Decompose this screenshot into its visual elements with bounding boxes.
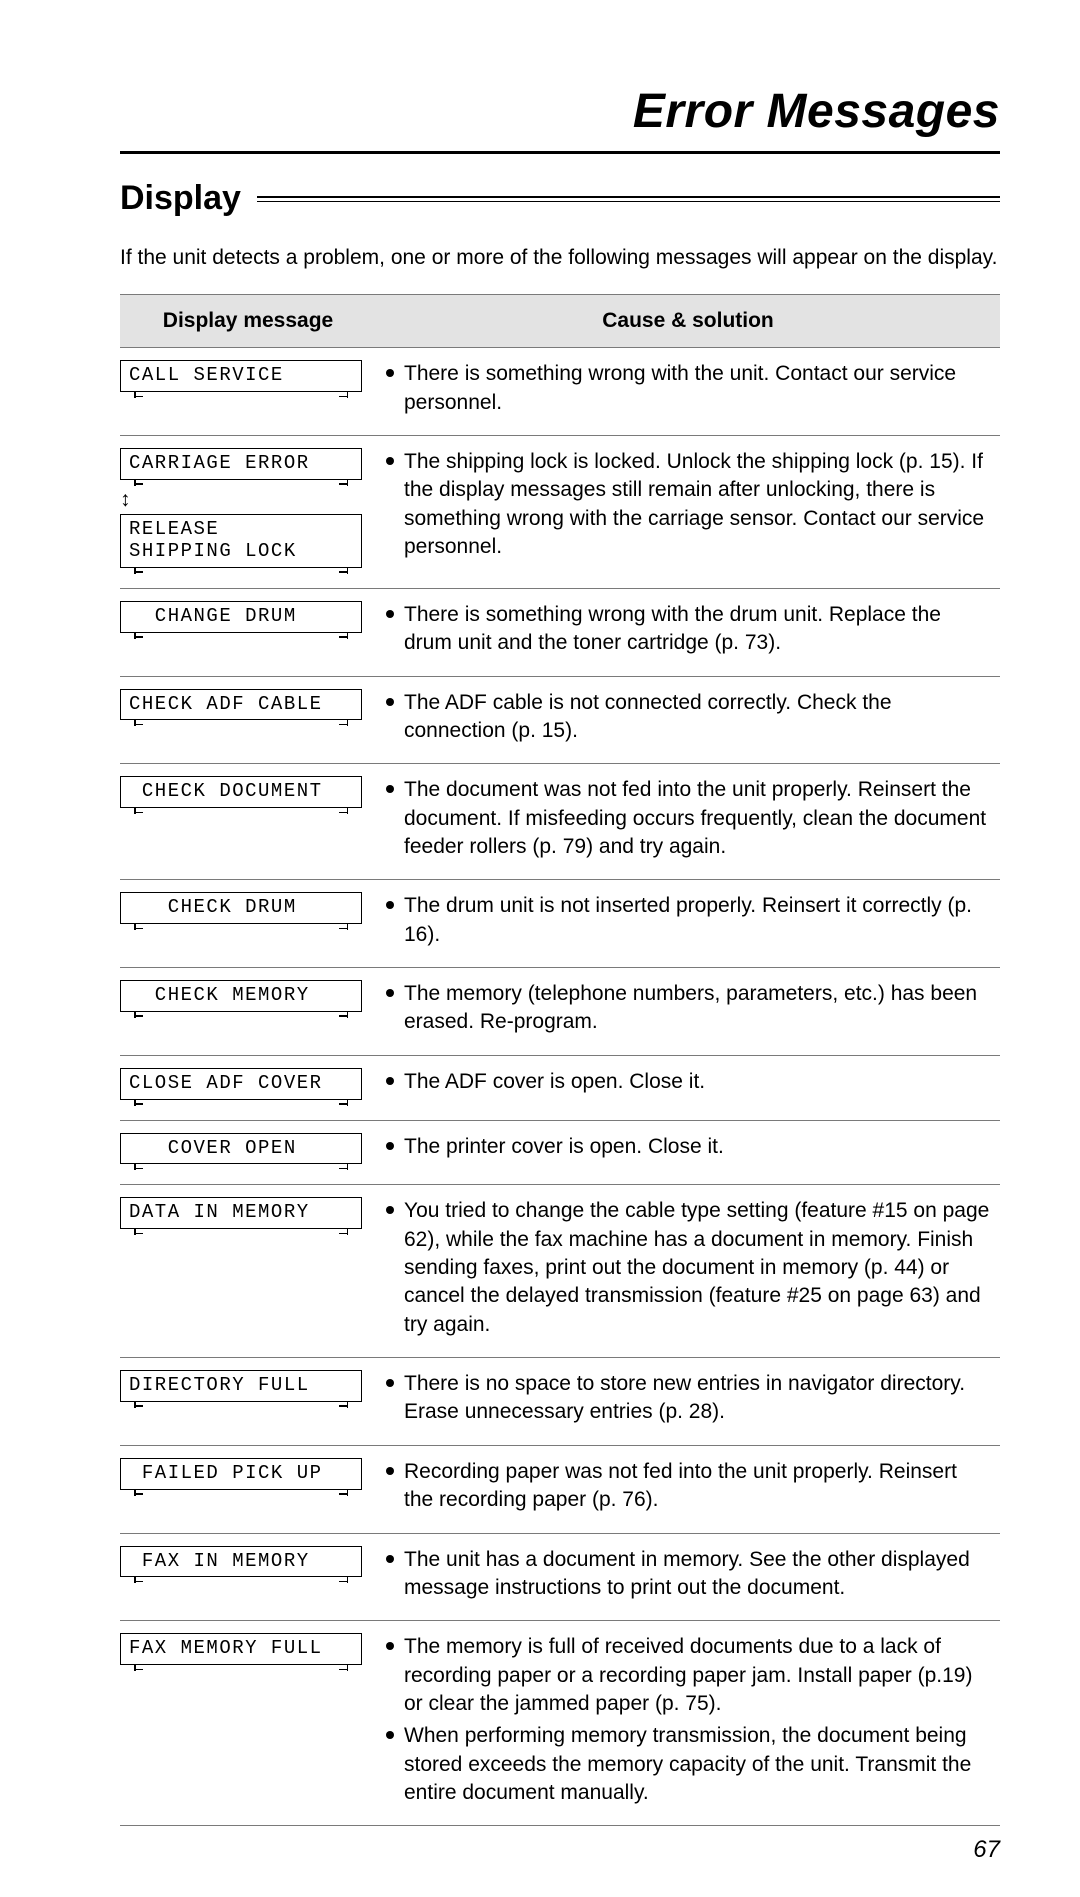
cause-solution-cell: The shipping lock is locked. Unlock the … bbox=[376, 436, 1000, 589]
solution-item: The unit has a document in memory. See t… bbox=[386, 1546, 990, 1603]
solution-item: The ADF cable is not connected correctly… bbox=[386, 689, 990, 746]
solution-item: The ADF cover is open. Close it. bbox=[386, 1068, 990, 1096]
table-row: DATA IN MEMORY You tried to change the ca… bbox=[120, 1185, 1000, 1358]
solution-item: There is no space to store new entries i… bbox=[386, 1370, 990, 1427]
table-row: CLOSE ADF COVER The ADF cover is open. Cl… bbox=[120, 1055, 1000, 1120]
solution-item: The document was not fed into the unit p… bbox=[386, 776, 990, 861]
lcd-stand bbox=[120, 808, 362, 814]
table-row: DIRECTORY FULL There is no space to store… bbox=[120, 1358, 1000, 1446]
lcd-stand bbox=[120, 1164, 362, 1170]
display-message-cell: COVER OPEN bbox=[120, 1120, 376, 1185]
cause-solution-cell: The document was not fed into the unit p… bbox=[376, 764, 1000, 880]
solution-item: Recording paper was not fed into the uni… bbox=[386, 1458, 990, 1515]
lcd-stand bbox=[120, 1665, 362, 1671]
cause-solution-cell: The memory (telephone numbers, parameter… bbox=[376, 968, 1000, 1056]
lcd-stand bbox=[120, 924, 362, 930]
cause-solution-cell: You tried to change the cable type setti… bbox=[376, 1185, 1000, 1358]
lcd-stand bbox=[120, 720, 362, 726]
display-message-cell: CHECK DOCUMENT bbox=[120, 764, 376, 880]
display-message-cell: CHECK MEMORY bbox=[120, 968, 376, 1056]
solution-item: The memory is full of received documents… bbox=[386, 1633, 990, 1718]
section-heading-row: Display bbox=[120, 176, 1000, 222]
display-message-cell: CHECK DRUM bbox=[120, 880, 376, 968]
cause-solution-cell: Recording paper was not fed into the uni… bbox=[376, 1445, 1000, 1533]
table-row: CHECK DRUM The drum unit is not inserted … bbox=[120, 880, 1000, 968]
table-row: CHECK MEMORY The memory (telephone number… bbox=[120, 968, 1000, 1056]
solution-item: There is something wrong with the unit. … bbox=[386, 360, 990, 417]
lcd-display: FAX MEMORY FULL bbox=[120, 1633, 362, 1665]
display-message-cell: CLOSE ADF COVER bbox=[120, 1055, 376, 1120]
cause-solution-cell: There is something wrong with the unit. … bbox=[376, 348, 1000, 436]
lcd-display: RELEASE SHIPPING LOCK bbox=[120, 514, 362, 568]
cause-solution-cell: The unit has a document in memory. See t… bbox=[376, 1533, 1000, 1621]
lcd-stand bbox=[120, 1100, 362, 1106]
col-header-display: Display message bbox=[120, 295, 376, 348]
lcd-display: CHECK DRUM bbox=[120, 892, 362, 924]
table-row: FAX MEMORY FULL The memory is full of rec… bbox=[120, 1621, 1000, 1826]
table-row: CHANGE DRUM There is something wrong with… bbox=[120, 588, 1000, 676]
lcd-stand bbox=[120, 480, 362, 486]
display-message-cell: DIRECTORY FULL bbox=[120, 1358, 376, 1446]
page-number: 67 bbox=[120, 1834, 1000, 1866]
solution-item: When performing memory transmission, the… bbox=[386, 1722, 990, 1807]
lcd-display: DIRECTORY FULL bbox=[120, 1370, 362, 1402]
cause-solution-cell: There is no space to store new entries i… bbox=[376, 1358, 1000, 1446]
section-title: Display bbox=[120, 176, 257, 222]
display-message-cell: CHANGE DRUM bbox=[120, 588, 376, 676]
lcd-display: CLOSE ADF COVER bbox=[120, 1068, 362, 1100]
lcd-display: CHECK DOCUMENT bbox=[120, 776, 362, 808]
section-rule bbox=[257, 196, 1000, 202]
solution-item: There is something wrong with the drum u… bbox=[386, 601, 990, 658]
cause-solution-cell: The memory is full of received documents… bbox=[376, 1621, 1000, 1826]
lcd-display: DATA IN MEMORY bbox=[120, 1197, 362, 1229]
error-messages-table: Display message Cause & solution CALL SE… bbox=[120, 294, 1000, 1826]
solution-item: The printer cover is open. Close it. bbox=[386, 1133, 990, 1161]
table-row: CHECK ADF CABLE The ADF cable is not conn… bbox=[120, 676, 1000, 764]
table-row: CALL SERVICE There is something wrong wit… bbox=[120, 348, 1000, 436]
solution-item: You tried to change the cable type setti… bbox=[386, 1197, 990, 1339]
lcd-display: CHECK MEMORY bbox=[120, 980, 362, 1012]
lcd-stand bbox=[120, 1402, 362, 1408]
solution-item: The shipping lock is locked. Unlock the … bbox=[386, 448, 990, 561]
display-message-cell: FAX IN MEMORY bbox=[120, 1533, 376, 1621]
cause-solution-cell: The ADF cover is open. Close it. bbox=[376, 1055, 1000, 1120]
cause-solution-cell: There is something wrong with the drum u… bbox=[376, 588, 1000, 676]
lcd-stand bbox=[120, 568, 362, 574]
display-message-cell: CHECK ADF CABLE bbox=[120, 676, 376, 764]
lcd-stand bbox=[120, 1490, 362, 1496]
updown-arrow-icon: ↕ bbox=[120, 486, 362, 514]
table-row: COVER OPEN The printer cover is open. Clo… bbox=[120, 1120, 1000, 1185]
display-message-cell: CARRIAGE ERROR ↕RELEASE SHIPPING LOCK bbox=[120, 436, 376, 589]
intro-text: If the unit detects a problem, one or mo… bbox=[120, 244, 1000, 272]
col-header-cause: Cause & solution bbox=[376, 295, 1000, 348]
lcd-display: CHECK ADF CABLE bbox=[120, 689, 362, 721]
cause-solution-cell: The ADF cable is not connected correctly… bbox=[376, 676, 1000, 764]
table-row: CARRIAGE ERROR ↕RELEASE SHIPPING LOCK The … bbox=[120, 436, 1000, 589]
table-row: CHECK DOCUMENT The document was not fed i… bbox=[120, 764, 1000, 880]
table-row: FAILED PICK UP Recording paper was not fe… bbox=[120, 1445, 1000, 1533]
lcd-display: CHANGE DRUM bbox=[120, 601, 362, 633]
display-message-cell: FAILED PICK UP bbox=[120, 1445, 376, 1533]
solution-item: The memory (telephone numbers, parameter… bbox=[386, 980, 990, 1037]
display-message-cell: FAX MEMORY FULL bbox=[120, 1621, 376, 1826]
table-row: FAX IN MEMORY The unit has a document in … bbox=[120, 1533, 1000, 1621]
lcd-display: CARRIAGE ERROR bbox=[120, 448, 362, 480]
cause-solution-cell: The drum unit is not inserted properly. … bbox=[376, 880, 1000, 968]
lcd-stand bbox=[120, 1012, 362, 1018]
lcd-display: CALL SERVICE bbox=[120, 360, 362, 392]
lcd-stand bbox=[120, 1577, 362, 1583]
lcd-display: COVER OPEN bbox=[120, 1133, 362, 1165]
lcd-display: FAX IN MEMORY bbox=[120, 1546, 362, 1578]
chapter-title: Error Messages bbox=[120, 80, 1000, 154]
lcd-stand bbox=[120, 392, 362, 398]
display-message-cell: CALL SERVICE bbox=[120, 348, 376, 436]
lcd-display: FAILED PICK UP bbox=[120, 1458, 362, 1490]
solution-item: The drum unit is not inserted properly. … bbox=[386, 892, 990, 949]
lcd-stand bbox=[120, 1229, 362, 1235]
lcd-stand bbox=[120, 633, 362, 639]
display-message-cell: DATA IN MEMORY bbox=[120, 1185, 376, 1358]
cause-solution-cell: The printer cover is open. Close it. bbox=[376, 1120, 1000, 1185]
